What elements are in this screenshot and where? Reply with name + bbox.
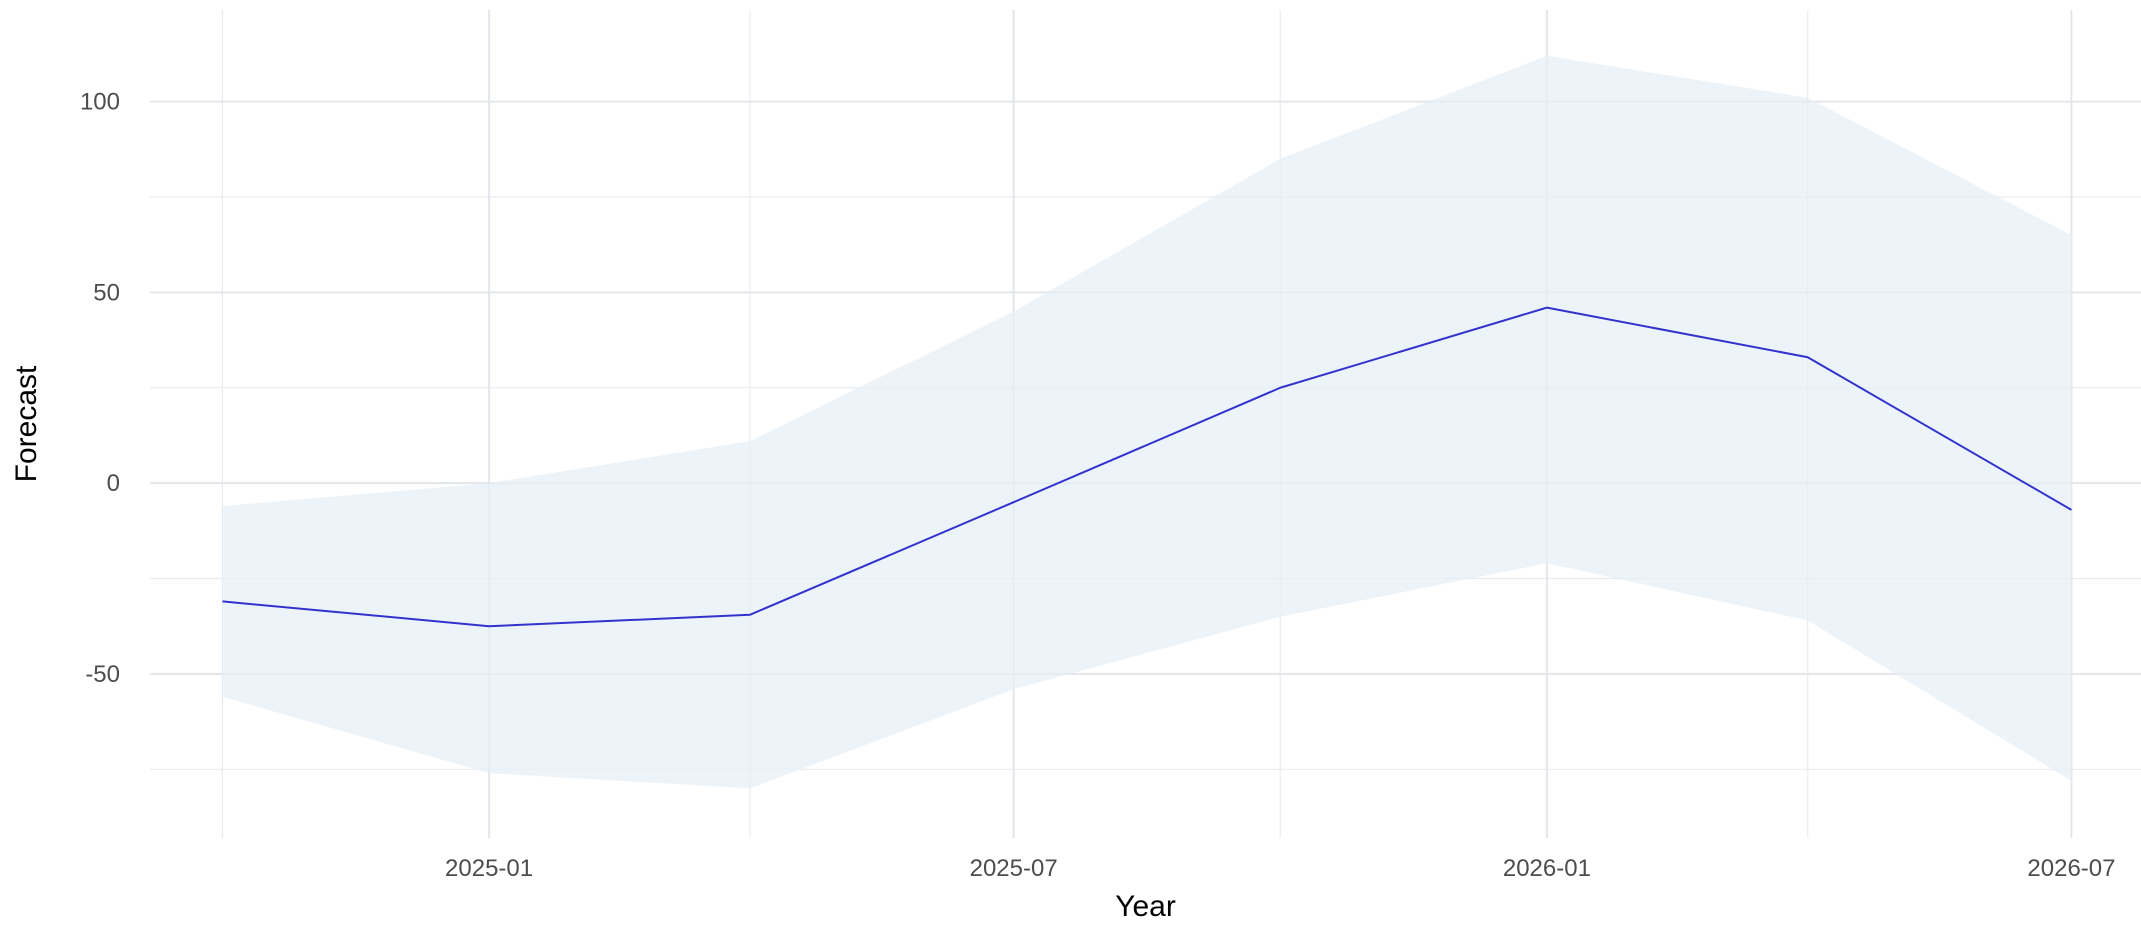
x-tick-label: 2025-07: [970, 855, 1058, 882]
forecast-interval-band: [222, 55, 2072, 789]
forecast-line-layer: [222, 306, 2072, 628]
y-tick-labels: -50 0 50 100: [80, 89, 120, 688]
forecast-line: [222, 306, 2072, 628]
forecast-interval-band-layer: [222, 55, 2072, 789]
x-axis-title: Year: [1115, 890, 1176, 923]
y-tick-label: 0: [107, 470, 120, 497]
y-tick-label: 100: [80, 89, 120, 116]
x-tick-label: 2026-07: [2027, 855, 2115, 882]
y-tick-label: -50: [85, 661, 120, 688]
x-tick-labels: 2025-01 2025-07 2026-01 2026-07: [445, 855, 2115, 882]
y-tick-label: 50: [93, 279, 120, 306]
y-axis-title: Forecast: [10, 365, 43, 482]
x-tick-label: 2025-01: [445, 855, 533, 882]
x-tick-label: 2026-01: [1503, 855, 1591, 882]
